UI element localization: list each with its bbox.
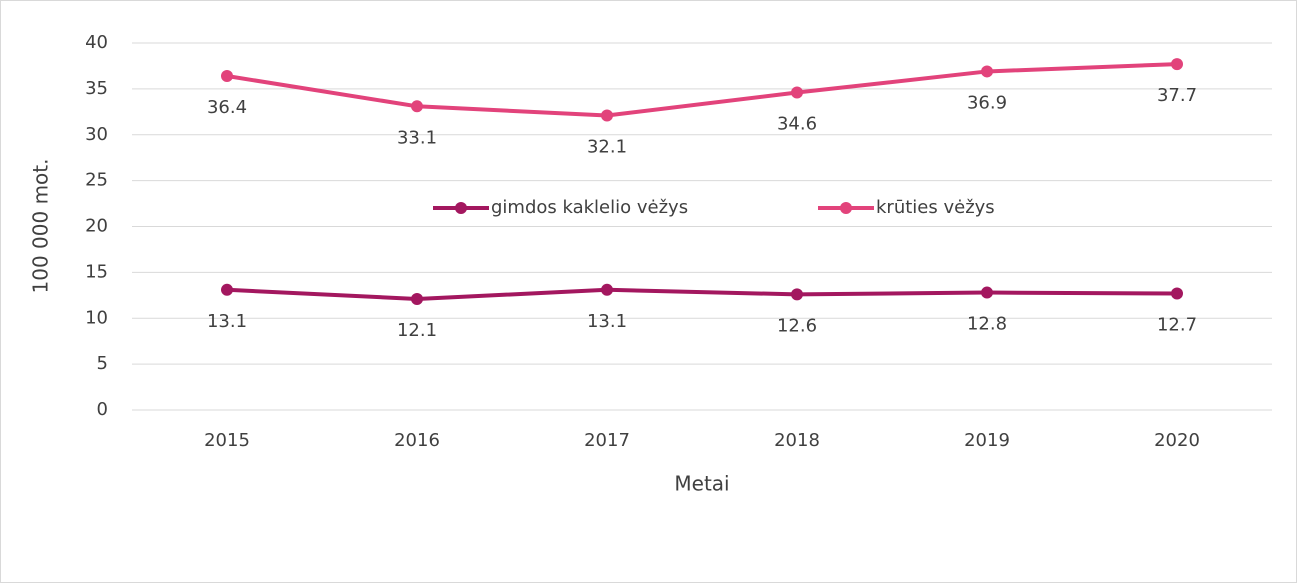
data-label: 36.4 [207,97,247,118]
legend-label: gimdos kaklelio vėžys [491,197,688,218]
legend-swatch-marker [455,202,467,214]
x-tick-label: 2020 [1154,430,1200,451]
data-label: 37.7 [1157,85,1197,106]
data-point [1171,287,1183,300]
y-tick-label: 35 [85,78,108,99]
series-line [226,287,1178,301]
data-label: 13.1 [207,311,247,332]
x-tick-label: 2016 [394,430,440,451]
y-tick-label: 20 [85,216,108,237]
y-tick-label: 10 [85,307,108,328]
data-label: 13.1 [587,311,627,332]
legend-swatch-marker [840,202,852,214]
data-point [601,283,613,296]
x-tick-label: 2017 [584,430,630,451]
y-tick-label: 25 [85,170,108,191]
data-point [411,292,423,305]
data-label: 32.1 [587,136,627,157]
data-label: 34.6 [777,114,817,135]
data-label: 12.1 [397,320,437,341]
data-point [1171,58,1183,71]
y-tick-label: 0 [97,399,108,420]
x-axis-label: Metai [674,472,729,496]
data-point [221,283,233,296]
data-point [981,65,993,78]
y-tick-label: 5 [97,353,108,374]
y-tick-label: 15 [85,261,108,282]
x-tick-label: 2015 [204,430,250,451]
y-axis-label: 100 000 mot. [29,159,53,294]
legend-label: krūties vėžys [876,197,995,218]
data-label: 36.9 [967,92,1007,113]
series-line [226,62,1178,118]
data-point [791,86,803,99]
y-tick-label: 40 [85,32,108,53]
data-label: 12.6 [777,315,817,336]
data-point [791,288,803,301]
data-point [221,70,233,83]
x-tick-label: 2019 [964,430,1010,451]
data-point [981,286,993,299]
y-tick-label: 30 [85,124,108,145]
data-label: 12.7 [1157,314,1197,335]
data-point [411,100,423,113]
x-tick-label: 2018 [774,430,820,451]
data-point [601,109,613,122]
data-label: 33.1 [397,127,437,148]
data-label: 12.8 [967,314,1007,335]
